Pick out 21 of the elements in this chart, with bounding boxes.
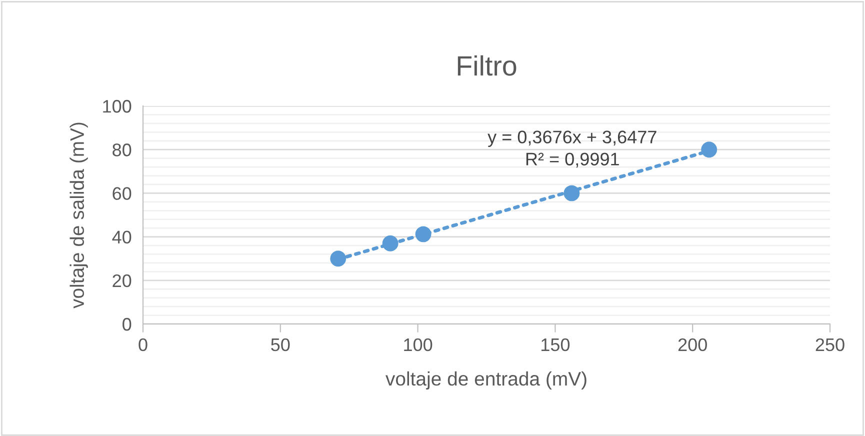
x-tick-label: 250 xyxy=(816,338,844,352)
x-tick-label: 50 xyxy=(271,338,290,352)
y-tick-label: 20 xyxy=(112,274,132,288)
y-tick-label: 0 xyxy=(122,318,132,331)
y-tick-label: 100 xyxy=(103,100,132,113)
annotation: y = 0,3676x + 3,6477 R² = 0,9991 xyxy=(488,130,656,168)
y-tick-label: 40 xyxy=(112,230,132,244)
y-tick-label: 60 xyxy=(112,187,132,200)
point xyxy=(701,142,718,158)
point xyxy=(564,185,580,202)
point xyxy=(330,250,346,267)
chart-title: Filtro xyxy=(458,55,516,76)
y-tick-label: 80 xyxy=(112,144,132,156)
x-tick-label: 0 xyxy=(138,338,148,352)
point xyxy=(415,226,432,242)
x-axis-title: voltaje de entrada (mV) xyxy=(386,371,586,390)
x-tick-label: 150 xyxy=(542,338,570,352)
y-axis-title: voltaje de salida (mV) xyxy=(70,122,88,308)
point xyxy=(382,235,398,252)
x-tick-label: 100 xyxy=(404,338,432,352)
x-tick-label: 200 xyxy=(678,338,707,352)
